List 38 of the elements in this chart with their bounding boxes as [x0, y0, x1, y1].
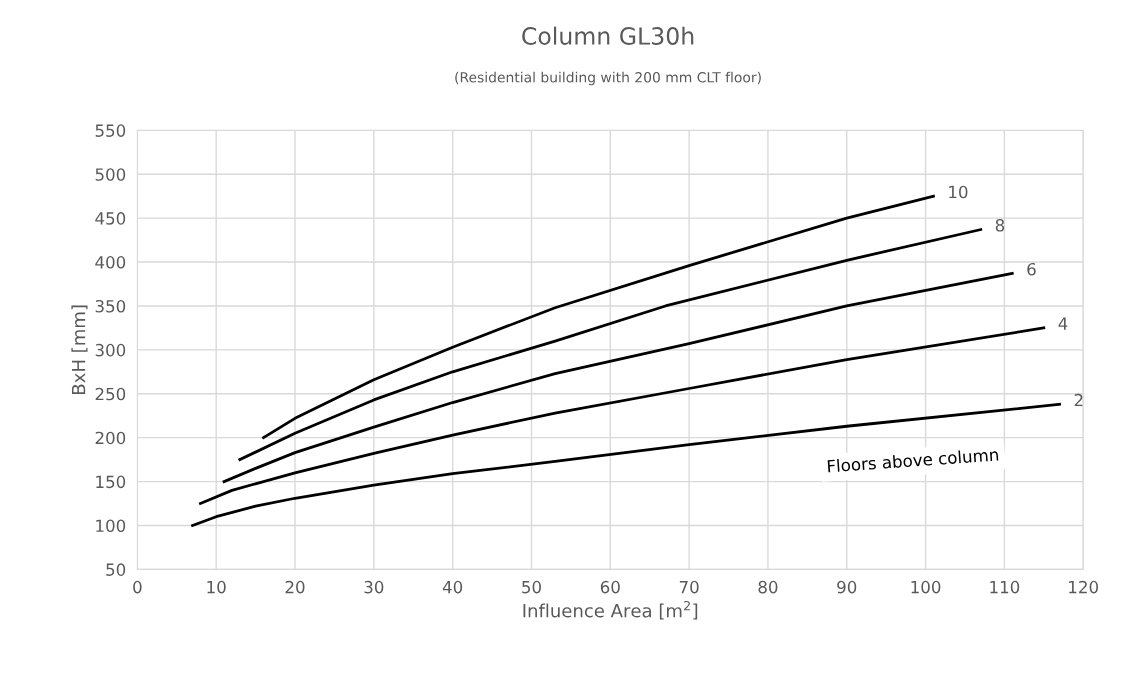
x-tick-label: 50: [522, 580, 541, 594]
x-tick-label: 40: [442, 580, 463, 594]
series-label: 10: [949, 185, 968, 199]
line-series: [199, 326, 1046, 505]
x-tick-label: 60: [600, 580, 620, 594]
y-tick-label: 500: [95, 168, 126, 181]
line-series: [262, 194, 935, 440]
x-tick-label: 110: [990, 580, 1020, 594]
x-tick-label: 10: [207, 580, 226, 594]
x-axis-title: Influence Area [m$^{2}$]: [523, 600, 698, 620]
y-tick-label: 300: [95, 343, 126, 357]
y-axis-title: BxH [mm]: [71, 305, 88, 394]
y-tick-label: 350: [95, 299, 126, 313]
y-tick-label: 100: [96, 519, 126, 533]
series-label: 4: [1058, 317, 1068, 330]
y-tick-label: 150: [96, 475, 126, 489]
x-tick-label: 80: [758, 580, 778, 594]
y-tick-label: 50: [106, 563, 126, 576]
y-tick-label: 450: [95, 212, 126, 225]
x-tick-label: 100: [911, 580, 941, 594]
x-tick-label: 120: [1069, 580, 1099, 594]
annotation: Floors above column: [827, 447, 999, 473]
x-tick-label: 0: [133, 580, 142, 594]
y-tick-label: 250: [95, 387, 126, 401]
line-series: [222, 272, 1014, 483]
y-tick-label: 400: [95, 256, 126, 269]
chart-title: Column GL30h: [522, 26, 694, 45]
y-tick-label: 550: [95, 124, 126, 137]
chart-subtitle: (Residential building with 200 mm CLT floor): [455, 71, 761, 86]
x-tick-label: 70: [679, 580, 699, 594]
series-label: 8: [995, 219, 1005, 232]
x-tick-label: 30: [364, 580, 384, 594]
line-series: [191, 402, 1061, 527]
series-label: 2: [1074, 393, 1083, 407]
y-tick-label: 200: [95, 431, 126, 445]
x-tick-label: 20: [285, 580, 305, 594]
series-label: 6: [1027, 262, 1036, 276]
x-tick-label: 90: [837, 580, 857, 594]
